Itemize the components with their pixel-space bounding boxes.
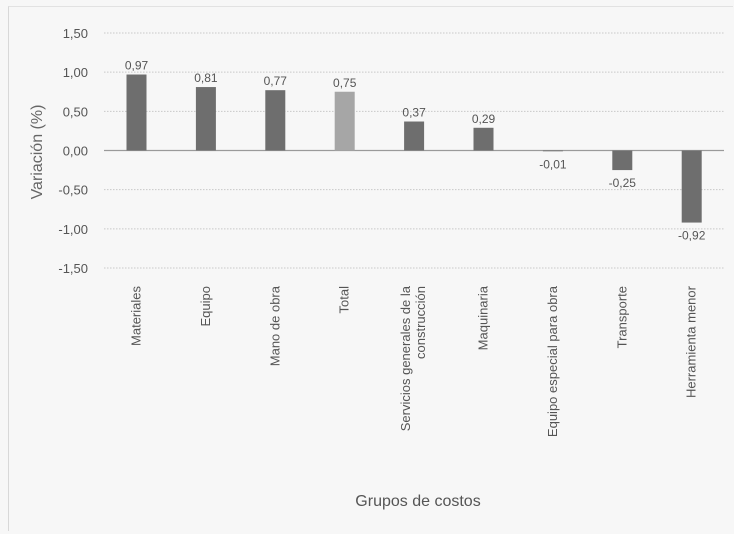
bar	[126, 74, 147, 151]
bar	[334, 91, 355, 151]
x-tick-label: Maquinaria	[476, 285, 491, 350]
value-label: 0,75	[333, 76, 357, 90]
y-tick-label: 0,00	[63, 144, 88, 159]
value-label: 0,37	[402, 106, 426, 120]
value-label: 0,29	[472, 112, 496, 126]
value-label: -0,92	[678, 229, 706, 243]
value-label: -0,25	[609, 176, 637, 190]
bar	[195, 87, 216, 151]
bar	[612, 150, 633, 171]
x-tick-label: Transporte	[614, 286, 629, 348]
x-tick-label: Herramienta menor	[684, 285, 699, 398]
y-axis-title: Variación (%)	[29, 105, 46, 200]
value-labels: 0,97 0,81 0,77 0,75 0,37 0,29 -0,01 -0,25 -0,92	[125, 59, 706, 243]
value-label: -0,01	[539, 157, 567, 171]
y-tick-label: -1,50	[58, 261, 88, 276]
bars	[126, 74, 702, 223]
bar	[265, 90, 286, 151]
bar	[542, 150, 563, 152]
y-axis: 1,50 1,00 0,50 0,00 -0,50 -1,00 -1,50	[58, 26, 88, 276]
x-tick-label: Equipo	[198, 286, 213, 326]
value-label: 0,97	[125, 59, 149, 73]
x-tick-label: Equipo especial para obra	[545, 285, 560, 437]
x-axis-title: Grupos de costos	[355, 493, 480, 510]
x-axis: Materiales Equipo Mano de obra Total Servici…	[129, 285, 699, 437]
y-tick-label: 0,50	[63, 104, 88, 119]
y-tick-label: -0,50	[58, 183, 88, 198]
value-label: 0,77	[264, 74, 288, 88]
y-tick-label: 1,50	[63, 26, 88, 41]
y-tick-label: 1,00	[63, 65, 88, 80]
x-tick-label: Mano de obra	[267, 285, 282, 366]
x-tick-label: Servicios generales de laconstrucción	[398, 285, 428, 431]
y-tick-label: -1,00	[58, 222, 88, 237]
bar	[473, 127, 494, 151]
x-tick-label: Materiales	[129, 286, 144, 346]
bar	[404, 121, 425, 151]
value-label: 0,81	[194, 71, 218, 85]
x-tick-label: Total	[337, 286, 352, 314]
bar	[681, 150, 702, 223]
